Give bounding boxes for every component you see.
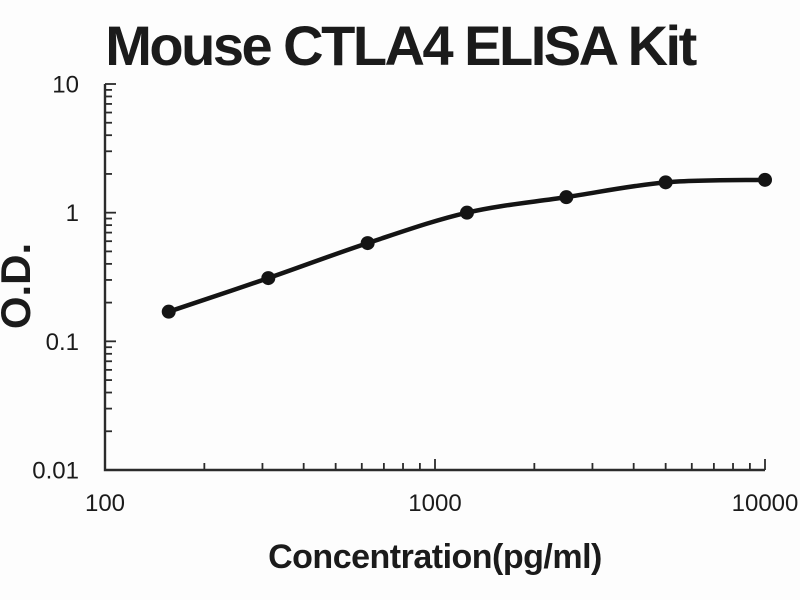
y-tick-label: 1 — [66, 200, 79, 227]
data-point-marker — [559, 190, 574, 205]
chart-title: Mouse CTLA4 ELISA Kit — [105, 14, 697, 77]
data-point-marker — [459, 205, 474, 220]
x-tick-label: 10000 — [732, 490, 799, 517]
data-point-marker — [758, 172, 772, 187]
axis-ticks — [104, 83, 766, 471]
x-tick-label: 100 — [85, 490, 125, 517]
x-axis-label: Concentration(pg/ml) — [268, 538, 602, 576]
y-tick-label: 0.1 — [46, 329, 79, 356]
data-point-marker — [658, 175, 673, 190]
data-point-marker — [261, 271, 276, 286]
x-tick-label: 1000 — [408, 490, 461, 517]
axes — [103, 84, 765, 472]
data-point-marker — [360, 236, 375, 251]
tick-labels: 100 1000 10000 0.01 0.1 1 10 — [32, 72, 798, 518]
y-tick-label: 10 — [52, 72, 79, 99]
data-point-marker — [161, 304, 176, 319]
axis-lines — [103, 84, 765, 472]
y-tick-label: 0.01 — [32, 458, 79, 485]
standard-curve-line — [166, 177, 768, 314]
